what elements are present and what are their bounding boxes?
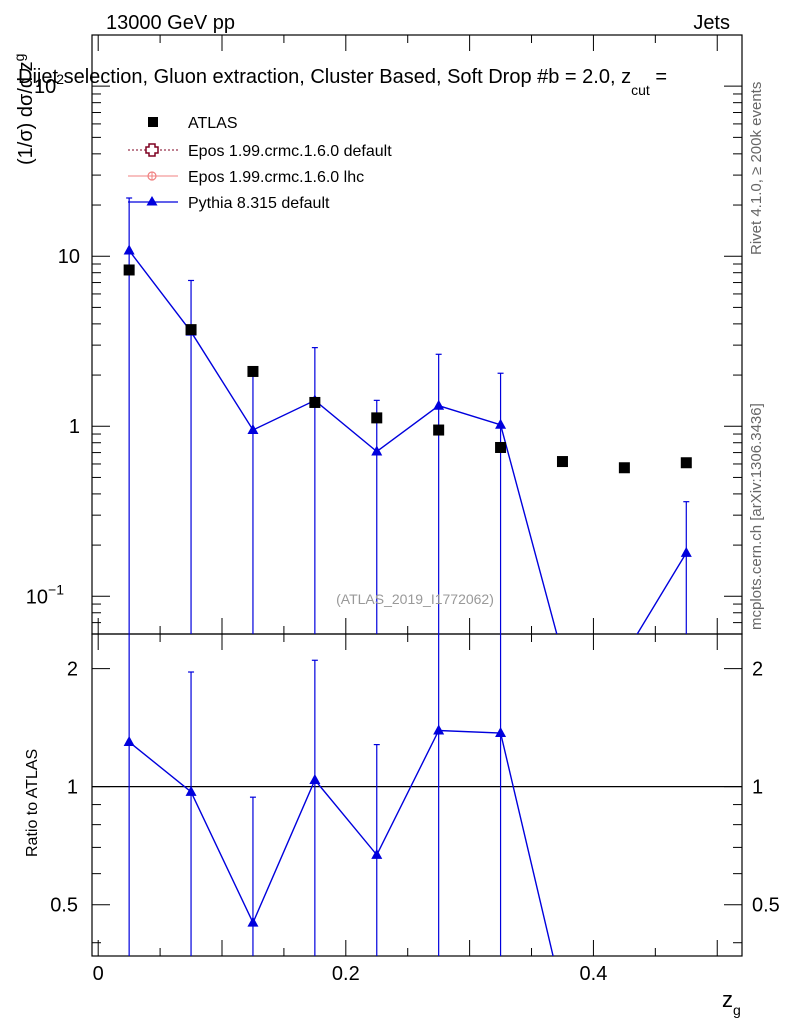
x-axis-label-sub: g — [733, 1002, 741, 1018]
legend-label-atlas: ATLAS — [188, 115, 238, 132]
y-tick-label-ratio-left: 2 — [67, 659, 78, 681]
main-series-group — [123, 197, 692, 634]
legend-label-epos-default: Epos 1.99.crmc.1.6.0 default — [188, 143, 392, 160]
pythia-ratio-point — [309, 773, 321, 784]
x-tick-label: 0.2 — [332, 963, 360, 985]
legend-label-epos-lhc: Epos 1.99.crmc.1.6.0 lhc — [188, 169, 364, 186]
x-tick-label: 0 — [93, 963, 104, 985]
atlas-data-point — [247, 365, 259, 377]
atlas-data-point — [371, 412, 383, 424]
x-tick-label: 0.4 — [580, 963, 608, 985]
legend-marker-epos-default — [145, 143, 159, 157]
y-tick-label-exponent: 2 — [56, 71, 64, 87]
pythia-point-main — [371, 445, 383, 456]
pythia-point-main — [433, 399, 445, 410]
pythia-point-main — [123, 244, 135, 255]
pythia-line-main — [128, 250, 687, 634]
plot-frames — [91, 34, 743, 957]
ratio-series-group — [123, 634, 554, 956]
atlas-data-point — [556, 456, 568, 468]
atlas-data-point — [309, 396, 321, 408]
legend-marker-pythia — [146, 196, 158, 206]
y-axis-label-main: (1/σ) dσ/d zg — [11, 54, 37, 165]
legend-marker-atlas — [148, 117, 158, 127]
axes: 0 0.2 0.4 10−1 1 10 102 0.5 0.5 1 1 2 2 — [26, 34, 780, 985]
x-axis-label-text: z — [722, 987, 733, 1012]
atlas-data-point — [495, 441, 507, 453]
pythia-ratio-point — [371, 848, 383, 859]
atlas-data-point — [123, 264, 135, 276]
pythia-ratio-point — [123, 735, 135, 746]
mcplots-label: mcplots.cern.ch [arXiv:1306.3436] — [748, 403, 765, 630]
y-tick-label-main: 1 — [69, 416, 80, 438]
analysis-reference: (ATLAS_2019_I1772062) — [336, 591, 494, 607]
pythia-point-main — [680, 546, 692, 557]
y-axis-label-ratio: Ratio to ATLAS — [24, 749, 41, 857]
rivet-version-label: Rivet 4.1.0, ≥ 200k events — [748, 82, 765, 255]
atlas-data-point — [433, 424, 445, 436]
pythia-ratio-line — [128, 729, 554, 956]
plot-title: Dijet selection, Gluon extraction, Clust… — [18, 66, 667, 98]
plot-title-main: Dijet selection, Gluon extraction, Clust… — [18, 66, 631, 88]
atlas-data-point — [680, 457, 692, 469]
atlas-data-point — [185, 324, 197, 336]
plot-title-tail: = — [650, 66, 667, 88]
atlas-data-point — [618, 462, 630, 474]
legend-label-pythia: Pythia 8.315 default — [188, 195, 330, 212]
pythia-point-main — [247, 424, 259, 435]
pythia-point-main — [495, 418, 507, 429]
y-tick-label-ratio-right: 0.5 — [752, 895, 780, 917]
plot-title-sub: cut — [631, 82, 650, 98]
pythia-ratio-point — [185, 785, 197, 796]
y-tick-label-main: 10 — [58, 246, 80, 268]
ratio-plot-frame — [91, 633, 743, 957]
header-right: Jets — [693, 12, 730, 34]
pythia-ratio-point — [247, 916, 259, 927]
y-tick-label-ratio-right: 2 — [752, 659, 763, 681]
y-axis-label-main-text: (1/σ) dσ/d z — [15, 61, 37, 165]
y-tick-label-main: 10−1 — [26, 581, 64, 608]
legend: ATLAS Epos 1.99.crmc.1.6.0 default Epos … — [128, 115, 392, 212]
x-axis-label: zg — [722, 987, 741, 1018]
header-left: 13000 GeV pp — [106, 12, 235, 34]
y-tick-label-ratio-left: 1 — [67, 777, 78, 799]
pythia-ratio-point — [433, 724, 445, 735]
data-marks — [123, 197, 692, 956]
y-axis-label-main-sub: g — [11, 54, 27, 62]
y-tick-label-main: 102 — [34, 71, 64, 98]
y-tick-label-ratio-left: 0.5 — [50, 895, 78, 917]
pythia-ratio-point — [495, 727, 507, 738]
y-tick-label-exponent: −1 — [48, 581, 64, 597]
y-tick-label-ratio-right: 1 — [752, 777, 763, 799]
